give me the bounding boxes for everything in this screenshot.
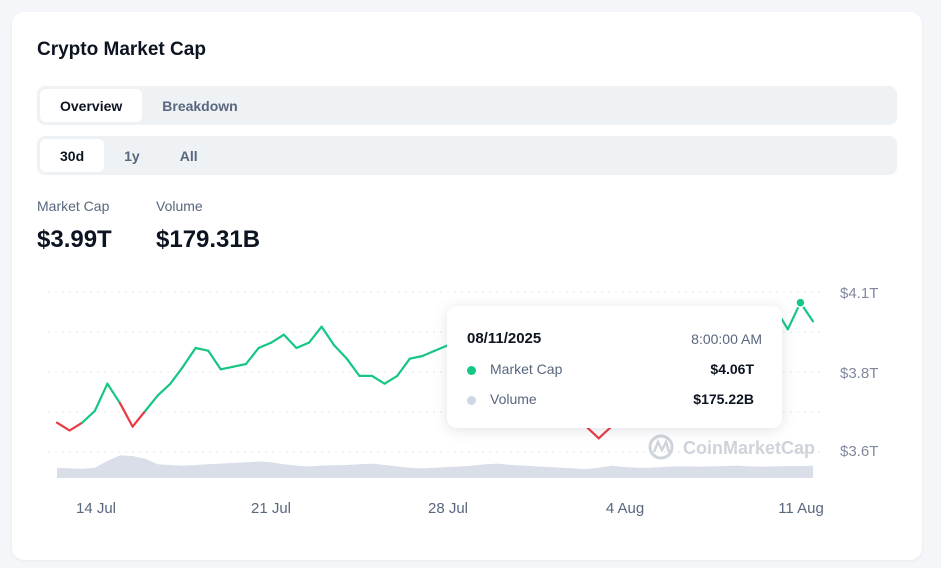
tooltip-date: 08/11/2025 bbox=[467, 330, 542, 347]
volume-label: Volume bbox=[156, 198, 203, 214]
market-cap-value: $3.99T bbox=[37, 226, 112, 253]
x-tick-label: 11 Aug bbox=[778, 500, 824, 517]
volume-dot-icon bbox=[467, 395, 476, 405]
market-cap-line-segment bbox=[244, 346, 260, 366]
market-cap-line-segment bbox=[118, 402, 134, 428]
market-cap-line-segment bbox=[207, 349, 222, 371]
market-cap-line-segment bbox=[169, 365, 185, 385]
market-cap-line-segment bbox=[219, 365, 235, 371]
market-cap-line-segment bbox=[408, 354, 424, 360]
market-cap-line-segment bbox=[370, 374, 386, 385]
market-cap-line-segment bbox=[396, 357, 411, 377]
x-tick-label: 14 Jul bbox=[76, 500, 116, 517]
volume-stat: Volume $179.31B bbox=[156, 198, 260, 254]
market-cap-line-segment bbox=[585, 425, 600, 440]
view-tabs: Overview Breakdown bbox=[37, 86, 897, 125]
card-title: Crypto Market Cap bbox=[37, 39, 206, 60]
x-tick-label: 4 Aug bbox=[606, 500, 644, 517]
volume-area bbox=[57, 455, 813, 478]
y-tick-label: $3.6T bbox=[840, 443, 878, 460]
market-cap-line-segment bbox=[421, 349, 437, 358]
market-cap-line-segment bbox=[333, 344, 348, 360]
tab-all[interactable]: All bbox=[179, 147, 198, 164]
y-tick-label: $4.1T bbox=[840, 285, 878, 302]
market-cap-line-segment bbox=[194, 346, 210, 352]
range-tabs: 30d 1y All bbox=[37, 136, 897, 175]
x-tick-label: 21 Jul bbox=[251, 500, 291, 517]
market-cap-line-segment bbox=[433, 344, 449, 352]
market-cap-line-segment bbox=[106, 382, 122, 405]
coinmarketcap-logo-mark bbox=[652, 438, 671, 453]
market-cap-line-segment bbox=[345, 357, 361, 377]
highlight-point bbox=[795, 297, 806, 308]
market-cap-line-segment bbox=[597, 425, 613, 440]
market-cap-line-segment bbox=[257, 341, 273, 350]
tab-overview[interactable]: Overview bbox=[40, 89, 143, 122]
tooltip-time: 8:00:00 AM bbox=[691, 330, 762, 347]
market-cap-stat: Market Cap $3.99T bbox=[37, 198, 112, 254]
market-cap-line-segment bbox=[295, 341, 311, 350]
tab-breakdown[interactable]: Breakdown bbox=[162, 97, 238, 114]
market-cap-line-segment bbox=[144, 394, 159, 413]
market-cap-line-segment bbox=[81, 409, 96, 424]
market-cap-line-segment bbox=[55, 421, 71, 432]
tooltip-volume-label: Volume bbox=[490, 391, 537, 407]
y-tick-label: $3.8T bbox=[840, 365, 878, 382]
market-cap-line-segment bbox=[282, 333, 298, 350]
volume-value: $179.31B bbox=[156, 226, 261, 253]
market-cap-line-segment bbox=[307, 325, 323, 344]
market-cap-line-segment bbox=[383, 374, 399, 385]
market-cap-line-segment bbox=[131, 409, 147, 428]
market-cap-dot-icon bbox=[467, 365, 476, 375]
market-cap-line-segment bbox=[181, 346, 197, 368]
x-tick-label: 28 Jul bbox=[428, 500, 468, 517]
market-cap-line-segment bbox=[68, 421, 84, 432]
coinmarketcap-watermark: CoinMarketCap bbox=[648, 434, 815, 460]
market-cap-line-segment bbox=[270, 333, 285, 344]
tooltip-market-cap-label: Market Cap bbox=[490, 361, 563, 377]
market-cap-line-segment bbox=[156, 382, 172, 397]
market-cap-line-segment bbox=[232, 362, 248, 368]
market-cap-line-segment bbox=[320, 325, 336, 347]
tooltip-market-cap-value: $4.06T bbox=[710, 361, 754, 377]
tab-1y[interactable]: 1y bbox=[124, 147, 140, 164]
watermark-text: CoinMarketCap bbox=[683, 438, 815, 458]
market-cap-line-segment bbox=[93, 382, 109, 413]
tab-30d[interactable]: 30d bbox=[40, 139, 105, 172]
coinmarketcap-logo-icon bbox=[648, 434, 674, 460]
market-cap-label: Market Cap bbox=[37, 198, 110, 214]
chart-tooltip: 08/11/2025 8:00:00 AM Market Cap $4.06T … bbox=[447, 306, 782, 428]
tooltip-volume-value: $175.22B bbox=[693, 391, 754, 407]
